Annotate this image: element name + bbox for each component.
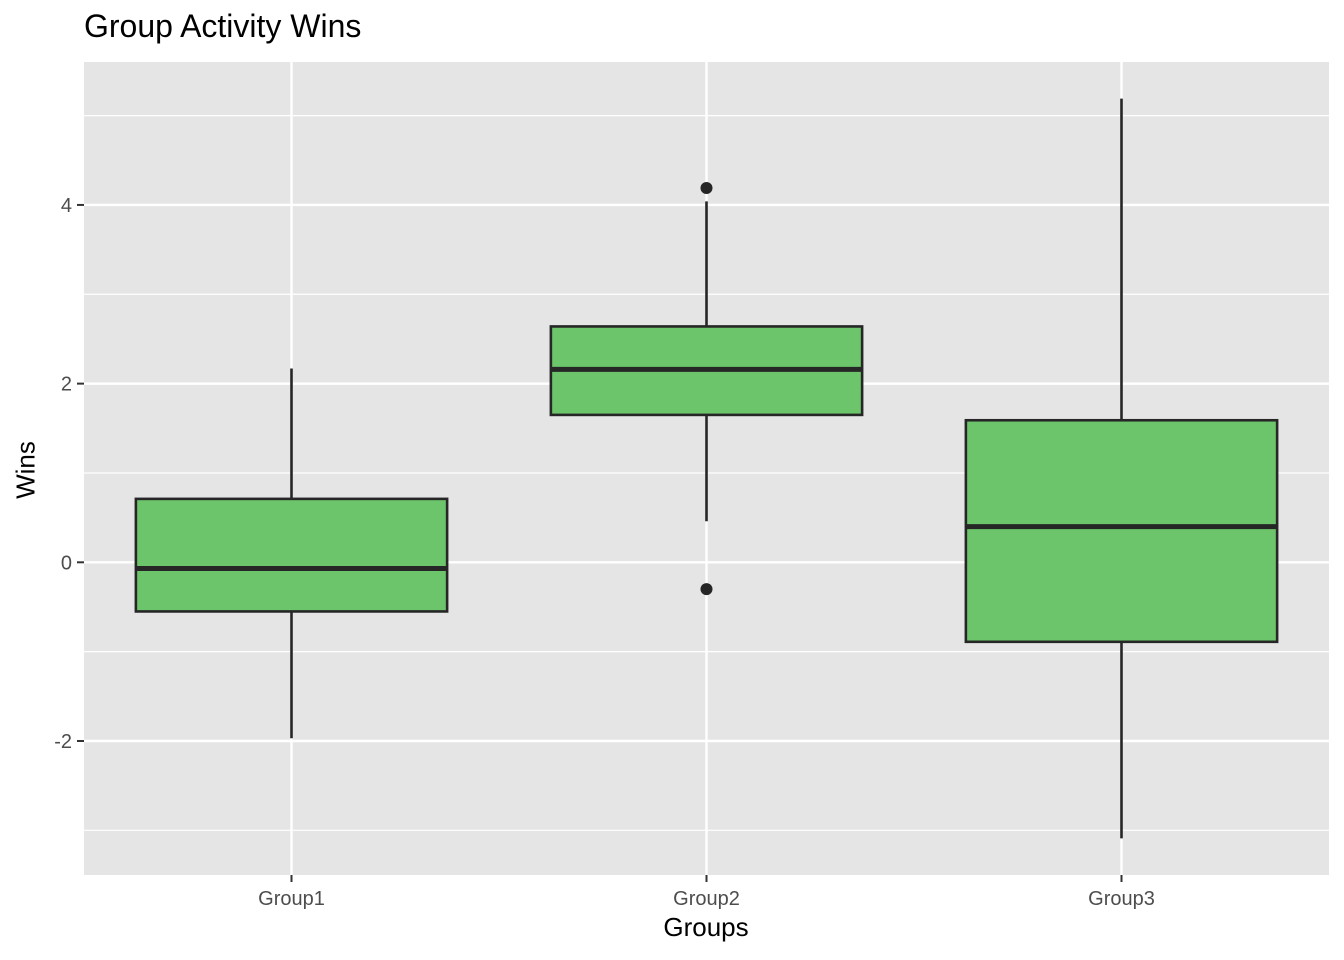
y-tick-label: 0 xyxy=(61,552,72,574)
x-tick-label: Group2 xyxy=(673,888,740,910)
x-axis-label: Groups xyxy=(663,912,749,942)
box-group1 xyxy=(134,368,449,739)
box-body xyxy=(964,418,1279,644)
outlier-point xyxy=(700,583,713,596)
box-group2 xyxy=(549,181,864,596)
y-tick-label: 4 xyxy=(61,195,72,217)
y-tick-label: -2 xyxy=(54,731,72,753)
x-tick-label: Group1 xyxy=(258,888,325,910)
x-tick-label: Group3 xyxy=(1088,888,1155,910)
y-axis-label: Wins xyxy=(10,441,41,499)
axes: -2 0 2 4 Group1 Group2 Group3 xyxy=(54,195,1155,910)
boxes xyxy=(134,98,1279,839)
outlier-point xyxy=(700,181,713,194)
y-tick-label: 2 xyxy=(61,374,72,396)
box-group3 xyxy=(964,98,1279,839)
chart-title: Group Activity Wins xyxy=(84,8,362,44)
box-body xyxy=(134,497,449,613)
